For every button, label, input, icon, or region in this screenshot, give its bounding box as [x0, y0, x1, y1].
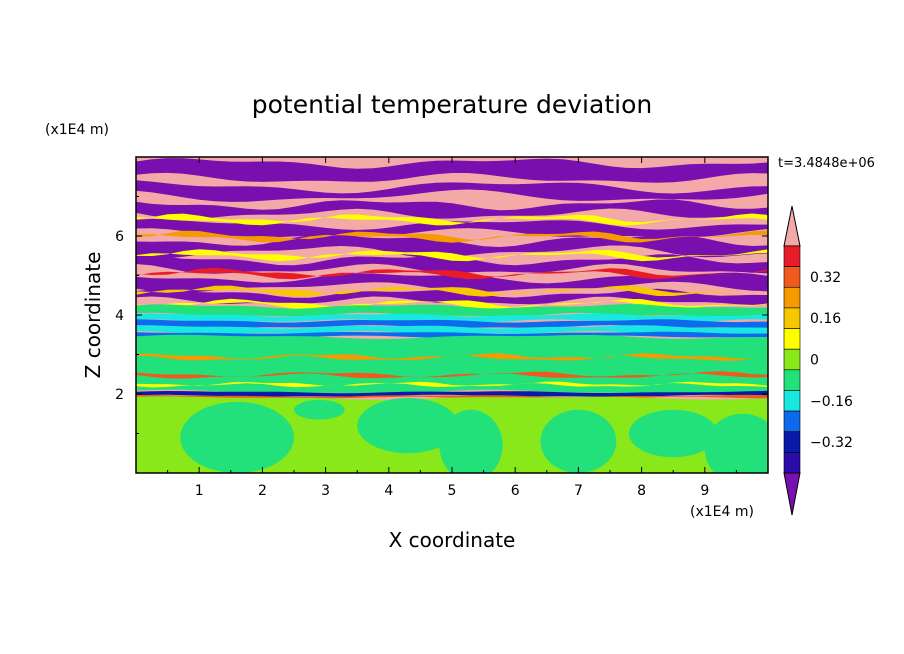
x-tick-label: 9	[700, 483, 709, 499]
y-axis-label: Z coordinate	[81, 252, 105, 379]
contour-field	[136, 157, 768, 473]
colorbar-segment	[783, 245, 801, 267]
y-tick-label: 4	[115, 308, 124, 324]
x-tick-label: 3	[321, 483, 330, 499]
turquoise-patch	[357, 397, 459, 454]
blue-band	[136, 319, 768, 329]
purple-band	[136, 180, 768, 202]
colorbar-top-arrow	[783, 205, 801, 247]
turquoise-patch	[628, 409, 718, 458]
turquoise-layer	[136, 334, 768, 394]
interface-band	[136, 390, 768, 397]
x-tick-label: 4	[384, 483, 393, 499]
purple-band	[136, 254, 768, 274]
turquoise-patch	[439, 409, 503, 473]
turquoise-patch	[540, 409, 617, 473]
colorbar-segment	[783, 431, 801, 453]
x-tick-label: 1	[195, 483, 204, 499]
colorbar-label: 0	[810, 353, 819, 369]
colorbar-segment	[783, 286, 801, 309]
colorbar-segment	[783, 369, 801, 391]
colorbar-segment	[783, 390, 801, 412]
purple-band	[136, 218, 768, 238]
turquoise-patch	[294, 399, 345, 420]
colorbar-segment	[783, 452, 801, 474]
warm-streak	[136, 213, 768, 226]
x-tick-label: 2	[258, 483, 267, 499]
colorbar-label: −0.16	[810, 394, 853, 410]
colorbar-segment	[783, 410, 801, 433]
y-axis-ticks: 2 4 6	[115, 196, 768, 434]
y-tick-label: 2	[115, 387, 124, 403]
purple-band	[136, 234, 768, 259]
purple-band	[136, 288, 768, 305]
colorbar-label: 0.32	[810, 270, 841, 286]
colorbar-segment	[783, 328, 801, 350]
purple-band	[136, 158, 768, 183]
cyan-band	[136, 313, 768, 323]
warm-streak	[136, 285, 768, 297]
x-tick-label: 7	[574, 483, 583, 499]
warm-streak	[136, 371, 768, 379]
colorbar-label: −0.32	[810, 435, 853, 451]
x-tick-label: 8	[637, 483, 646, 499]
x-tick-label: 5	[448, 483, 457, 499]
x-axis-ticks: 1 2 3 4 5 6 7 8 9	[167, 157, 737, 499]
colorbar-label: 0.16	[810, 311, 841, 327]
colorbar: 0.32 0.16 0 −0.16 −0.32	[783, 205, 853, 516]
warm-streak	[136, 353, 768, 361]
chart-title: potential temperature deviation	[252, 90, 652, 119]
warm-streak	[136, 230, 768, 243]
time-label: t=3.4848e+06	[778, 156, 875, 171]
colorbar-segment	[783, 348, 801, 371]
warm-streak	[136, 298, 768, 310]
turquoise-patch	[704, 413, 768, 473]
warm-streak	[136, 381, 768, 388]
x-unit-label: (x1E4 m)	[690, 504, 754, 520]
y-tick-label: 6	[115, 229, 124, 245]
purple-band	[136, 272, 768, 293]
warm-streak	[136, 249, 768, 262]
y-unit-label: (x1E4 m)	[45, 122, 109, 138]
cyan-band	[136, 325, 768, 334]
warm-streak	[136, 267, 768, 280]
turquoise-patch	[180, 401, 294, 473]
colorbar-segment	[783, 307, 801, 329]
colorbar-segment	[783, 266, 801, 288]
colorbar-bottom-arrow	[783, 472, 801, 516]
purple-band	[136, 199, 768, 220]
x-axis-label: X coordinate	[389, 528, 516, 552]
x-tick-label: 6	[511, 483, 520, 499]
